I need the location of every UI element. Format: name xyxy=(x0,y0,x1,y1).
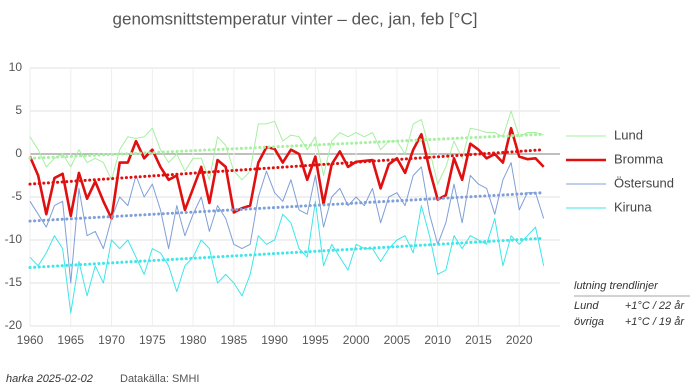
annotation-value: +1°C / 19 år xyxy=(625,316,685,328)
x-tick-label: 2015 xyxy=(465,333,492,347)
trend-line xyxy=(28,191,546,223)
y-tick-label: -10 xyxy=(5,232,23,246)
y-tick-label: 5 xyxy=(15,103,22,117)
y-tick-label: -5 xyxy=(11,189,22,203)
series-line xyxy=(29,162,545,284)
trend-line xyxy=(28,236,546,270)
y-tick-label: -15 xyxy=(5,275,23,289)
annotation-label: övriga xyxy=(574,316,604,328)
x-tick-label: 2010 xyxy=(424,333,451,347)
chart-title: genomsnittstemperatur vinter – dec, jan,… xyxy=(113,9,478,28)
x-tick-label: 2020 xyxy=(506,333,533,347)
y-tick-label: -20 xyxy=(5,318,23,332)
legend-label: Kiruna xyxy=(614,199,652,214)
x-tick-label: 1985 xyxy=(220,333,247,347)
x-tick-label: 2000 xyxy=(343,333,370,347)
y-tick-label: 0 xyxy=(15,146,22,160)
annotation-value: +1°C / 22 år xyxy=(625,300,685,312)
x-tick-label: 1995 xyxy=(302,333,329,347)
y-tick-label: 10 xyxy=(9,60,23,74)
footer-source: Datakälla: SMHI xyxy=(120,373,199,385)
series-line xyxy=(28,126,545,220)
x-tick-label: 1970 xyxy=(98,333,125,347)
x-tick-label: 2005 xyxy=(384,333,411,347)
legend-label: Bromma xyxy=(614,151,664,166)
legend-label: Lund xyxy=(614,127,643,142)
footer-author: harka 2025-02-02 xyxy=(6,373,93,385)
series-line xyxy=(29,200,545,314)
annotation-label: Lund xyxy=(574,300,599,312)
trend-line xyxy=(28,132,546,160)
x-tick-label: 1980 xyxy=(180,333,207,347)
annotation-title: lutning trendlinjer xyxy=(574,280,659,292)
series-line xyxy=(29,110,544,185)
x-tick-label: 1975 xyxy=(139,333,166,347)
x-tick-label: 1965 xyxy=(57,333,84,347)
x-tick-label: 1990 xyxy=(261,333,288,347)
x-tick-label: 1960 xyxy=(17,333,44,347)
legend-label: Östersund xyxy=(614,175,674,190)
trend-line xyxy=(28,148,546,186)
